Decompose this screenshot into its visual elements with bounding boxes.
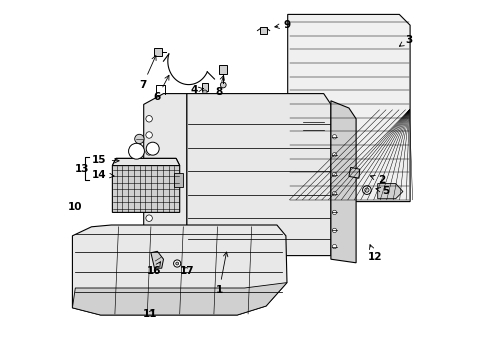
Polygon shape bbox=[112, 158, 179, 166]
Text: 5: 5 bbox=[375, 186, 388, 196]
FancyBboxPatch shape bbox=[174, 173, 183, 187]
Text: 3: 3 bbox=[399, 35, 412, 46]
Circle shape bbox=[332, 153, 336, 157]
Text: 17: 17 bbox=[179, 266, 194, 276]
FancyBboxPatch shape bbox=[260, 27, 266, 34]
Circle shape bbox=[145, 149, 152, 155]
Circle shape bbox=[173, 260, 181, 267]
Circle shape bbox=[145, 215, 152, 221]
FancyBboxPatch shape bbox=[202, 83, 207, 91]
Circle shape bbox=[128, 143, 144, 159]
Polygon shape bbox=[287, 14, 409, 202]
FancyBboxPatch shape bbox=[153, 48, 162, 56]
Polygon shape bbox=[151, 251, 163, 268]
Circle shape bbox=[332, 192, 336, 196]
Circle shape bbox=[145, 132, 152, 138]
Circle shape bbox=[175, 262, 178, 265]
Circle shape bbox=[134, 134, 144, 144]
Text: 6: 6 bbox=[153, 75, 169, 102]
Circle shape bbox=[332, 228, 336, 233]
Polygon shape bbox=[348, 167, 359, 178]
Text: 4: 4 bbox=[190, 85, 203, 95]
Polygon shape bbox=[186, 94, 330, 256]
Polygon shape bbox=[72, 225, 286, 315]
Text: 14: 14 bbox=[92, 170, 114, 180]
FancyBboxPatch shape bbox=[219, 65, 227, 74]
Polygon shape bbox=[72, 283, 286, 315]
Text: 15: 15 bbox=[92, 155, 119, 165]
Text: 11: 11 bbox=[142, 309, 157, 319]
Circle shape bbox=[145, 231, 152, 238]
Circle shape bbox=[146, 142, 159, 155]
Polygon shape bbox=[143, 94, 186, 256]
Text: 1: 1 bbox=[215, 252, 227, 295]
Circle shape bbox=[332, 172, 336, 177]
Circle shape bbox=[145, 182, 152, 188]
Circle shape bbox=[332, 210, 336, 215]
Circle shape bbox=[332, 135, 336, 139]
Circle shape bbox=[220, 82, 225, 88]
Text: 8: 8 bbox=[215, 76, 224, 97]
Text: 2: 2 bbox=[369, 175, 384, 185]
Circle shape bbox=[362, 186, 370, 194]
Text: 13: 13 bbox=[74, 164, 89, 174]
Text: 16: 16 bbox=[147, 262, 162, 276]
Circle shape bbox=[145, 116, 152, 122]
Text: 7: 7 bbox=[139, 55, 156, 90]
Circle shape bbox=[203, 90, 206, 94]
Text: 10: 10 bbox=[67, 202, 81, 212]
Polygon shape bbox=[112, 158, 179, 212]
Polygon shape bbox=[377, 184, 402, 199]
Circle shape bbox=[332, 244, 336, 249]
Text: 9: 9 bbox=[274, 20, 290, 30]
Circle shape bbox=[145, 198, 152, 205]
Polygon shape bbox=[298, 101, 336, 151]
Text: 12: 12 bbox=[367, 245, 381, 262]
Circle shape bbox=[364, 188, 368, 192]
Circle shape bbox=[145, 165, 152, 172]
Polygon shape bbox=[330, 101, 355, 263]
